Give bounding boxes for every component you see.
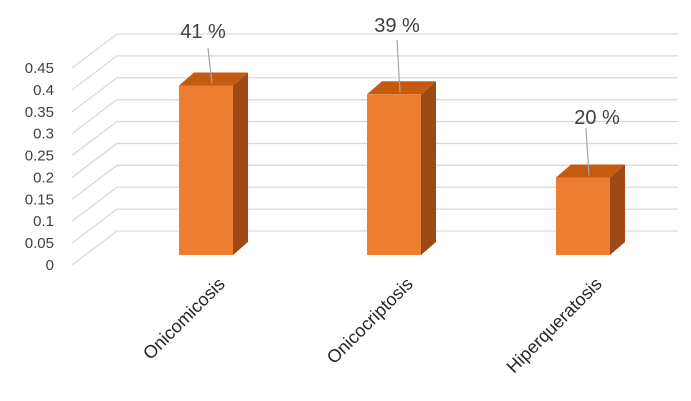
- bar-top: [556, 164, 625, 178]
- data-label: 39 %: [374, 15, 420, 37]
- gridline-1: [71, 208, 678, 244]
- gridline-6: [71, 99, 678, 135]
- y-tick-label: 0.35: [25, 104, 54, 121]
- leader-line: [396, 39, 401, 93]
- bars: [179, 72, 625, 256]
- gridlines: [71, 33, 678, 266]
- y-tick-label: 0: [46, 257, 54, 274]
- gridline-3: [71, 164, 678, 200]
- data-label: 20 %: [574, 107, 620, 129]
- x-tick-label: Onicomicosis: [139, 274, 229, 364]
- gridline-2: [71, 186, 678, 222]
- gridline-9: [71, 33, 678, 69]
- bar-front: [179, 85, 233, 255]
- y-tick-label: 0.3: [33, 126, 54, 143]
- gridline-0: [71, 230, 678, 266]
- leader-line: [207, 47, 213, 84]
- y-tick-label: 0.1: [33, 213, 54, 230]
- x-tick-label: Hiperqueratosis: [503, 274, 606, 377]
- leader-line: [585, 127, 590, 176]
- bar-side: [610, 164, 625, 255]
- y-tick-label: 0.15: [25, 191, 54, 208]
- x-tick-label: Onicocriptosis: [323, 274, 417, 368]
- bar-0: [179, 72, 248, 255]
- y-tick-label: 0.25: [25, 148, 54, 165]
- gridline-7: [71, 77, 678, 113]
- bar-2: [556, 164, 625, 255]
- gridline-8: [71, 55, 678, 91]
- bar-1: [367, 81, 436, 256]
- bar-side: [233, 72, 248, 255]
- y-tick-label: 0.4: [33, 82, 54, 99]
- data-label: 41 %: [180, 21, 226, 43]
- y-tick-label: 0.2: [33, 169, 54, 186]
- data-labels: 41 % 39 % 20 %: [180, 15, 620, 176]
- bar-top: [367, 81, 436, 95]
- bar-front: [556, 177, 610, 255]
- y-tick-label: 0.05: [25, 235, 54, 252]
- bar-front: [367, 94, 421, 256]
- x-axis: Onicomicosis Onicocriptosis Hiperqueratosi…: [139, 274, 606, 377]
- bar-side: [421, 81, 436, 256]
- bar-top: [179, 72, 248, 86]
- gridline-5: [71, 120, 678, 157]
- y-tick-label: 0.45: [25, 60, 54, 77]
- y-axis: 0 0.05 0.1 0.15 0.2 0.25 0.3 0.35 0.4 0.45: [25, 60, 54, 274]
- gridline-4: [71, 142, 678, 178]
